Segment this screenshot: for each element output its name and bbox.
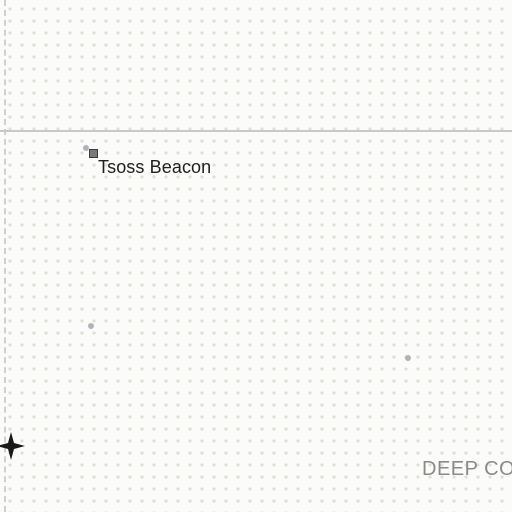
small-dot-icon — [83, 145, 89, 151]
square-marker-icon[interactable] — [89, 149, 98, 158]
gridline-horizontal — [0, 130, 512, 132]
small-dot-icon — [88, 323, 94, 329]
gridline-vertical — [4, 0, 6, 512]
four-point-star-icon[interactable] — [0, 431, 26, 461]
small-dot-icon — [405, 355, 411, 361]
poi-label-tsoss-beacon[interactable]: Tsoss Beacon — [98, 157, 212, 177]
region-label: DEEP CO — [422, 458, 512, 480]
